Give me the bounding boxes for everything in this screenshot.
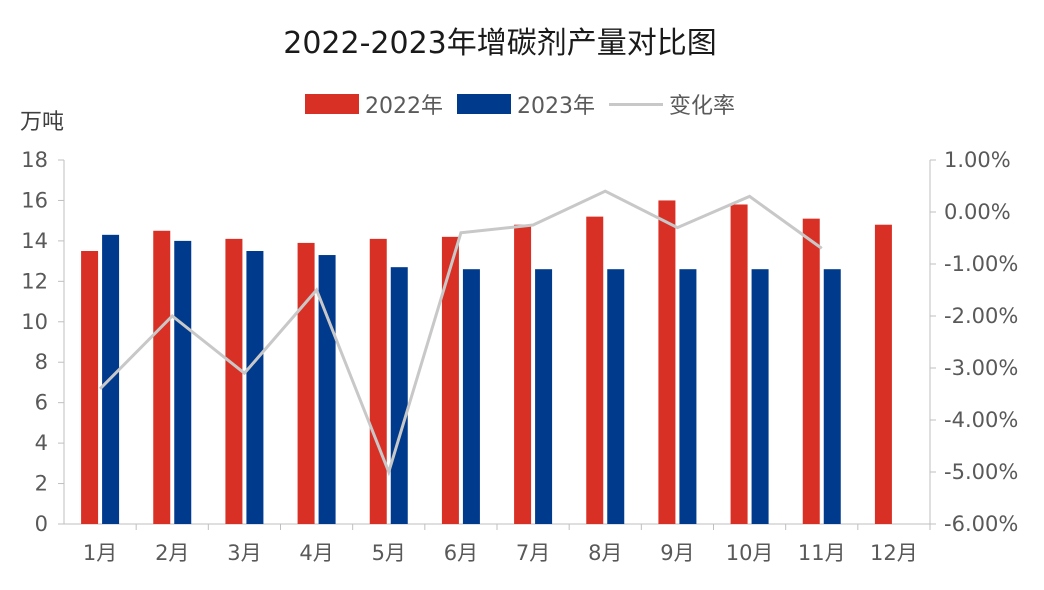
legend-label-2023: 2023年 bbox=[517, 94, 595, 119]
bar-2023 bbox=[823, 269, 841, 524]
y2-tick-label: -4.00% bbox=[944, 408, 1018, 432]
bar-2023 bbox=[607, 269, 625, 524]
y2-tick-label: -6.00% bbox=[944, 512, 1018, 536]
y2-tick-label: 1.00% bbox=[944, 148, 1011, 172]
y-tick-label: 10 bbox=[21, 310, 48, 334]
bar-2022 bbox=[441, 236, 459, 524]
y2-tick-label: 0.00% bbox=[944, 200, 1011, 224]
x-tick-label: 6月 bbox=[444, 541, 478, 565]
bar-2023 bbox=[390, 267, 408, 524]
bar-2022 bbox=[658, 200, 676, 524]
legend-swatch-rate bbox=[609, 102, 663, 106]
legend-swatch-2022 bbox=[305, 94, 359, 114]
x-tick-label: 9月 bbox=[660, 541, 694, 565]
legend-label-rate: 变化率 bbox=[669, 94, 736, 119]
y-tick-label: 14 bbox=[21, 229, 48, 253]
x-tick-label: 7月 bbox=[516, 541, 550, 565]
x-tick-label: 4月 bbox=[299, 541, 333, 565]
y2-tick-label: -2.00% bbox=[944, 304, 1018, 328]
legend-label-2022: 2022年 bbox=[365, 94, 443, 119]
bar-2022 bbox=[514, 224, 532, 524]
legend-item-rate: 变化率 bbox=[609, 88, 735, 120]
bar-2022 bbox=[225, 238, 243, 524]
bar-2023 bbox=[751, 269, 769, 524]
chart-title: 2022-2023年增碳剂产量对比图 bbox=[283, 26, 717, 61]
bar-2022 bbox=[586, 216, 604, 524]
x-tick-label: 5月 bbox=[372, 541, 406, 565]
bar-2022 bbox=[802, 218, 820, 524]
legend-swatch-2023 bbox=[457, 94, 511, 114]
rate-line bbox=[99, 189, 823, 477]
y-tick-label: 4 bbox=[35, 431, 48, 455]
x-tick-label: 10月 bbox=[726, 541, 774, 565]
x-tick-label: 1月 bbox=[83, 541, 117, 565]
y-tick-label: 0 bbox=[35, 512, 48, 536]
y-tick-label: 6 bbox=[35, 391, 48, 415]
y-tick-label: 12 bbox=[21, 269, 48, 293]
x-tick-label: 8月 bbox=[588, 541, 622, 565]
bar-2023 bbox=[462, 269, 480, 524]
bar-2023 bbox=[174, 240, 192, 524]
bar-2023 bbox=[679, 269, 697, 524]
y-tick-label: 16 bbox=[21, 188, 48, 212]
x-tick-label: 2月 bbox=[155, 541, 189, 565]
y2-tick-label: -3.00% bbox=[944, 356, 1018, 380]
bar-2022 bbox=[153, 230, 171, 524]
x-tick-label: 3月 bbox=[227, 541, 261, 565]
bar-2022 bbox=[81, 251, 99, 524]
bar-2022 bbox=[730, 204, 748, 524]
y-axis-unit-label: 万吨 bbox=[20, 110, 65, 135]
bar-2022 bbox=[874, 224, 892, 524]
legend: 2022年 2023年 变化率 bbox=[305, 88, 749, 120]
y2-tick-label: -1.00% bbox=[944, 252, 1018, 276]
x-tick-label: 12月 bbox=[870, 541, 918, 565]
bar-2023 bbox=[318, 255, 336, 525]
legend-item-2023: 2023年 bbox=[457, 88, 595, 120]
bar-2022 bbox=[297, 242, 315, 524]
x-tick-label: 11月 bbox=[798, 541, 846, 565]
y-tick-label: 2 bbox=[35, 472, 48, 496]
y2-tick-label: -5.00% bbox=[944, 460, 1018, 484]
legend-item-2022: 2022年 bbox=[305, 88, 443, 120]
bar-2022 bbox=[369, 238, 387, 524]
bar-2023 bbox=[535, 269, 553, 524]
bar-2023 bbox=[246, 251, 264, 524]
y-tick-label: 18 bbox=[21, 148, 48, 172]
y-tick-label: 8 bbox=[35, 350, 48, 374]
